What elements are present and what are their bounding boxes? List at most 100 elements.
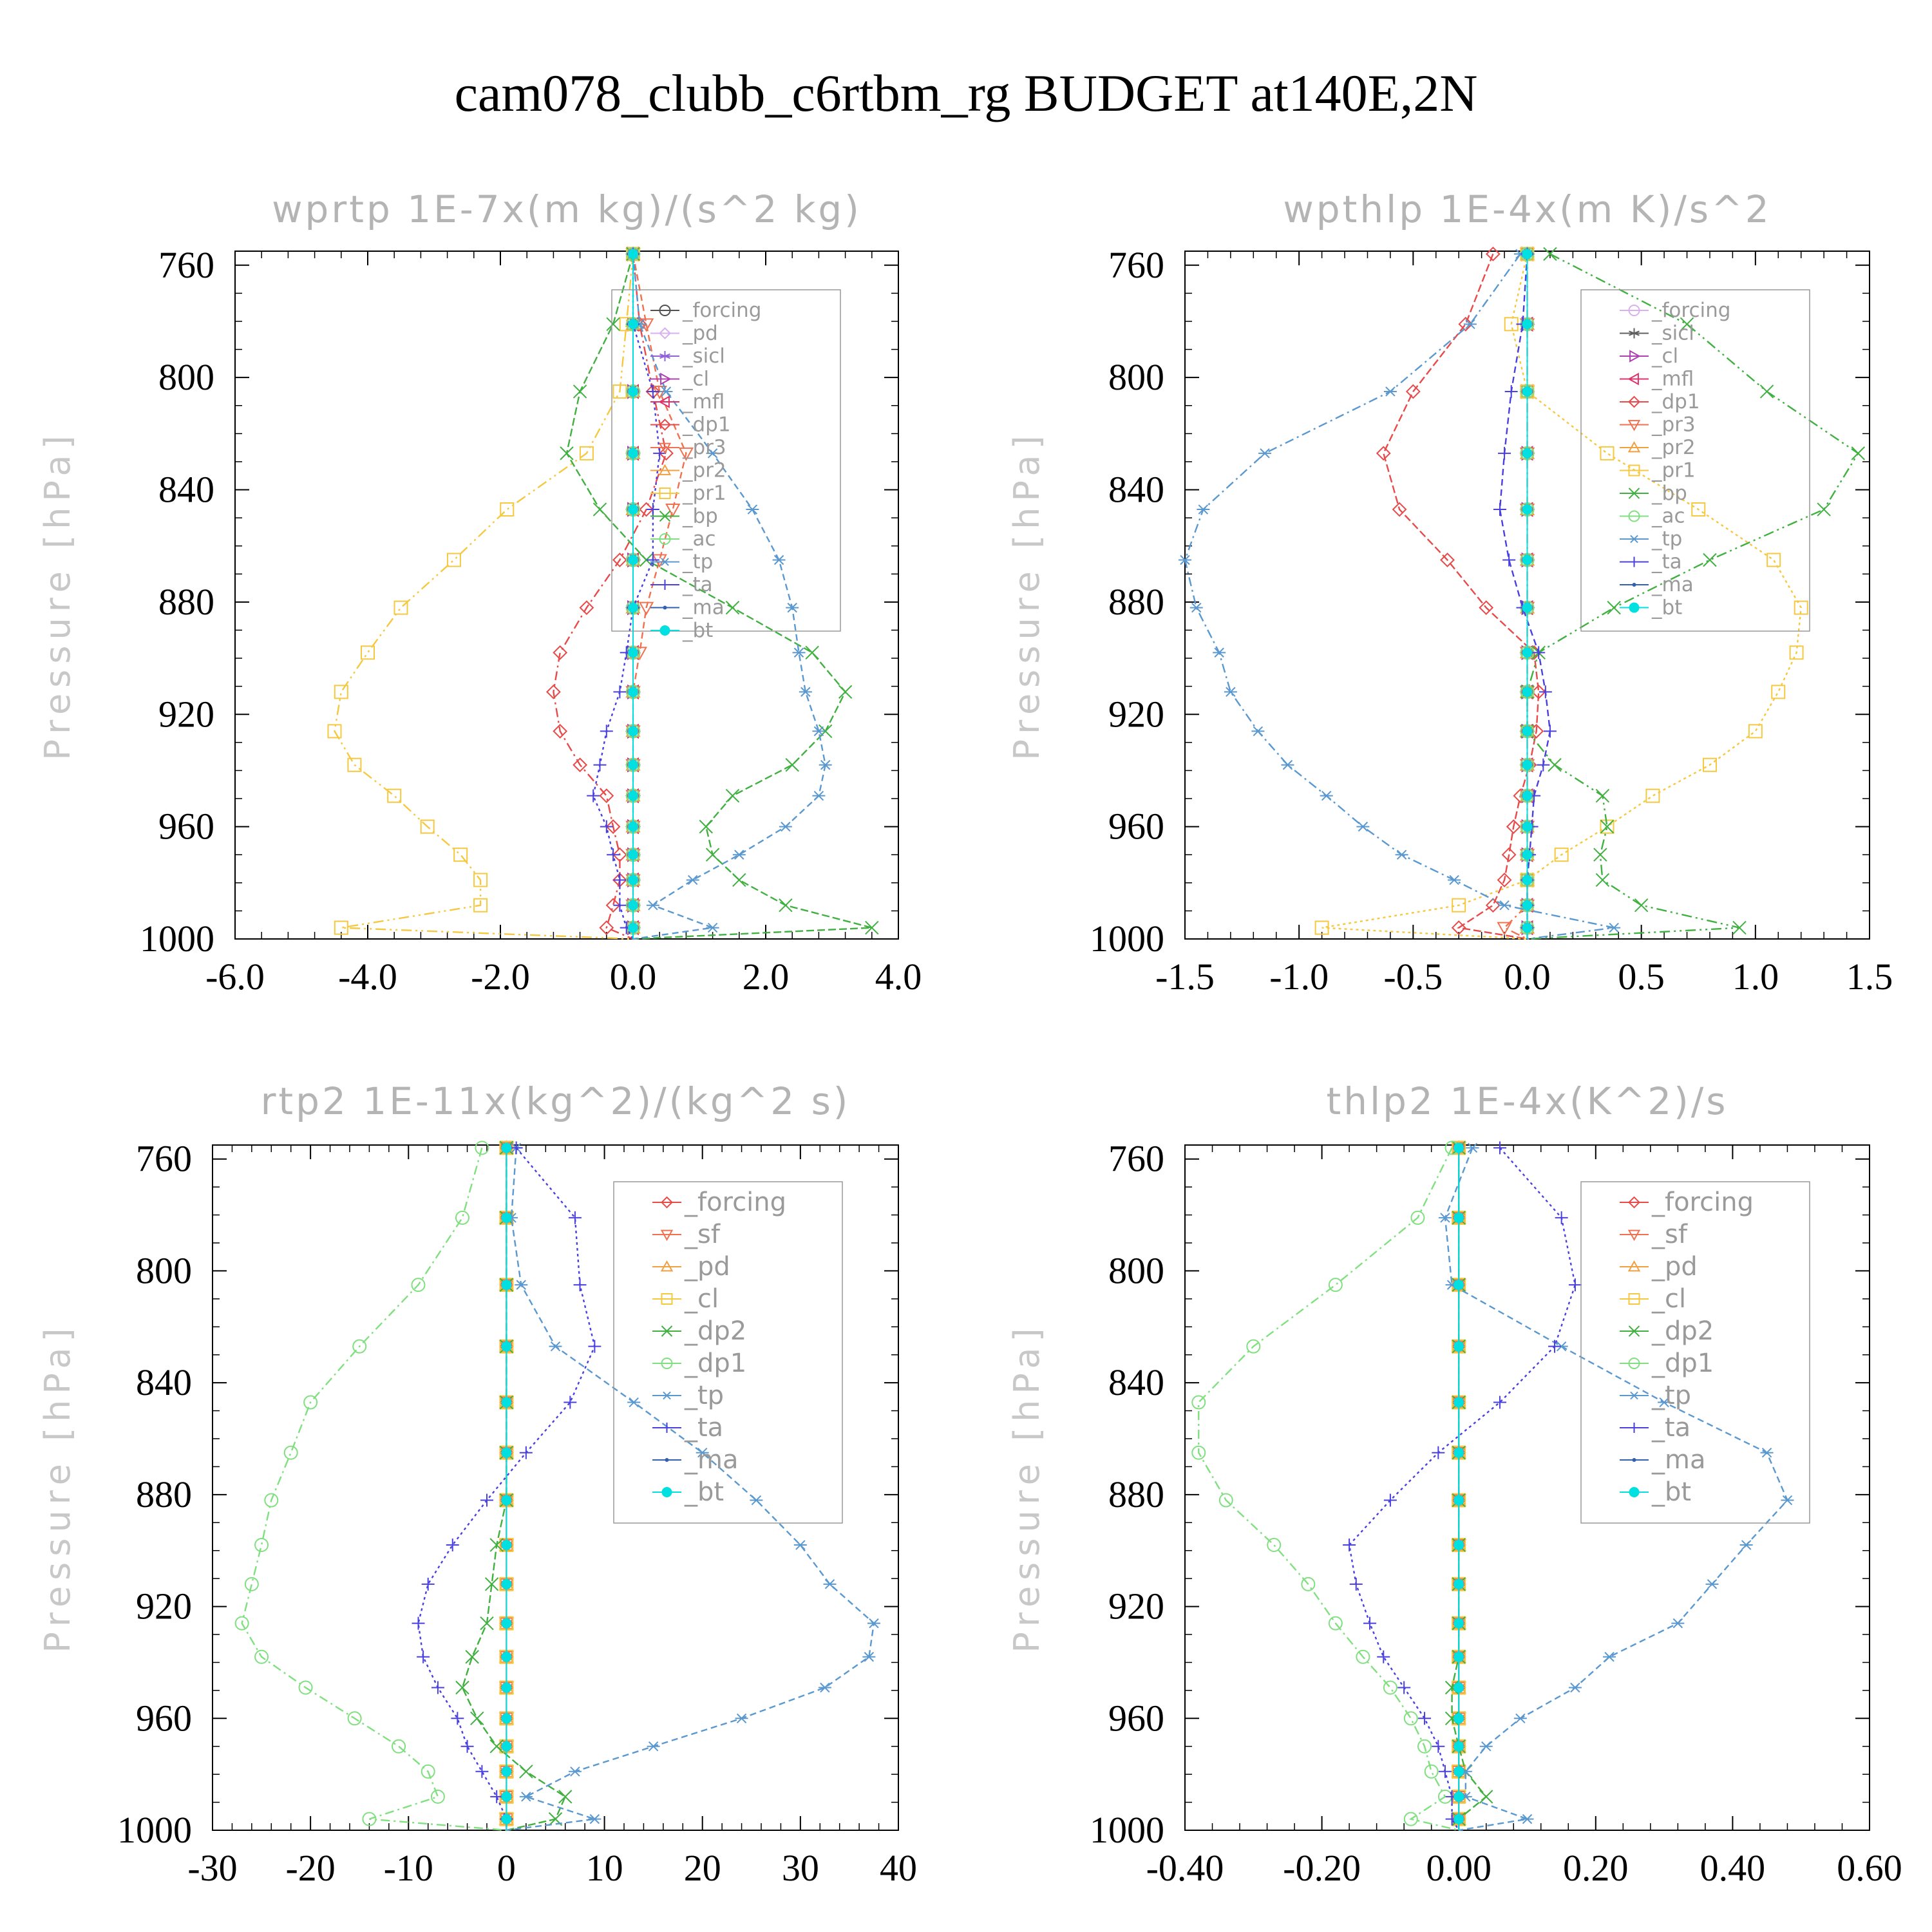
y-tick-label: 760 [136, 1138, 192, 1180]
data-point [446, 553, 461, 567]
panel-title: wprtp 1E-7x(m kg)/(s^2 kg) [272, 187, 862, 231]
data-point [1600, 819, 1615, 834]
data-point [484, 1577, 499, 1591]
legend-marker [1629, 556, 1640, 567]
data-point [1466, 1142, 1479, 1153]
legend-label: _ma [1651, 1445, 1705, 1475]
legend-marker [1629, 1423, 1640, 1433]
legend-marker [1627, 372, 1639, 386]
data-point [628, 504, 638, 515]
y-axis-label: Pressure [hPa] [1007, 430, 1047, 760]
series-dp1 [545, 246, 674, 940]
data-point [352, 1339, 367, 1354]
data-point [347, 1711, 362, 1726]
legend-marker [659, 580, 670, 590]
legend-label: _forcing [682, 299, 761, 322]
data-point [1554, 848, 1569, 862]
data-point [1251, 726, 1265, 737]
series-dp2 [1444, 1141, 1493, 1830]
data-point [706, 448, 719, 459]
data-point [1320, 790, 1333, 801]
data-point [588, 1814, 601, 1824]
y-tick-label: 1000 [140, 918, 214, 960]
data-point [867, 1618, 880, 1629]
data-point [587, 789, 600, 802]
data-point [1454, 1651, 1464, 1662]
data-point [431, 1681, 444, 1694]
data-point [1454, 1682, 1464, 1693]
legend-label: _cl [684, 1284, 719, 1314]
legend: _forcing _sf _pd_cl_dp2 _dp1 _tp _ta_ma_bt [613, 1181, 843, 1524]
legend-label: _bp [1651, 482, 1687, 505]
data-point [1760, 1448, 1774, 1458]
data-point [812, 790, 826, 801]
data-point [1493, 503, 1506, 516]
y-tick-label: 760 [158, 244, 214, 286]
data-point [665, 504, 681, 518]
data-point [1328, 1278, 1343, 1293]
data-point [1454, 1212, 1464, 1223]
x-tick-label: -30 [187, 1847, 237, 1889]
data-point [568, 1766, 582, 1777]
data-point [475, 1765, 489, 1778]
data-point [1522, 647, 1533, 658]
data-point [490, 1790, 504, 1803]
legend-marker [1629, 1391, 1640, 1400]
x-tick-label: 0.0 [610, 956, 657, 998]
data-point [1485, 898, 1501, 913]
data-point [1543, 247, 1557, 261]
legend-marker [1628, 464, 1640, 477]
legend-marker [659, 305, 671, 316]
legend-label: _ta [1651, 1413, 1690, 1443]
data-point [592, 502, 607, 516]
data-point [638, 601, 654, 616]
data-point [659, 386, 673, 397]
data-point [628, 647, 638, 658]
legend: _forcing _sf _pd_cl_dp2 _dp1 _tp _ta_ma_bt [1580, 1181, 1810, 1524]
legend-marker [1627, 1229, 1641, 1242]
data-point [1498, 446, 1511, 460]
data-point [1522, 726, 1533, 737]
data-point [501, 1682, 512, 1693]
data-point [519, 1765, 533, 1779]
data-point [1383, 1493, 1397, 1507]
data-point [725, 600, 740, 615]
data-point [1454, 1814, 1464, 1824]
data-point [646, 900, 659, 911]
data-point [568, 1211, 582, 1224]
series-dp1 [234, 1141, 507, 1832]
legend-marker [659, 351, 670, 361]
data-point [659, 446, 674, 461]
data-point [1532, 646, 1546, 659]
data-point [455, 1210, 469, 1225]
x-tick-label: 40 [880, 1847, 917, 1889]
legend-label: _cl [1651, 1284, 1686, 1314]
y-tick-label: 880 [1108, 581, 1164, 623]
data-point [545, 684, 561, 699]
data-point [1356, 821, 1370, 832]
data-point [647, 1741, 660, 1752]
legend-label: _sicl [682, 345, 725, 368]
legend-label: _tp [1651, 1381, 1691, 1410]
series-tp [1179, 249, 1621, 940]
data-point [564, 1396, 577, 1409]
data-point [501, 1142, 512, 1153]
data-point [706, 922, 719, 933]
data-point [1451, 920, 1466, 935]
legend-marker [661, 1423, 672, 1433]
data-point [1555, 1211, 1568, 1224]
series-line [461, 1148, 567, 1832]
y-tick-label: 840 [158, 469, 214, 511]
legend-marker [665, 1458, 669, 1462]
x-tick-label: 0.0 [1504, 956, 1551, 998]
data-point [593, 758, 607, 772]
y-tick-label: 920 [158, 693, 214, 735]
data-point [1454, 1397, 1464, 1408]
legend-marker [660, 1260, 674, 1272]
x-tick-label: -2.0 [471, 956, 530, 998]
legend-marker [661, 1487, 672, 1497]
data-point [1395, 849, 1408, 860]
data-point [1603, 1652, 1616, 1662]
data-point [1479, 600, 1494, 616]
data-point [785, 758, 799, 772]
